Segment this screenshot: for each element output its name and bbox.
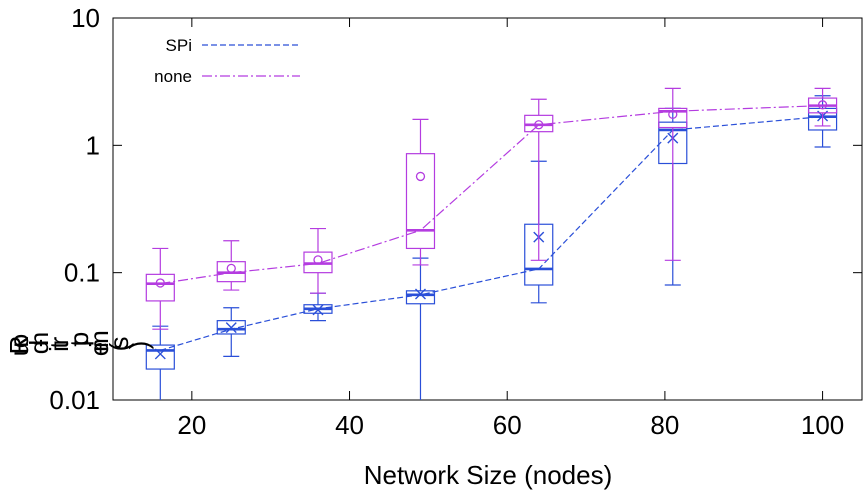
y-axis-title-char: (	[104, 342, 134, 351]
y-axis-title-char: m	[84, 330, 114, 352]
series-line	[160, 116, 823, 351]
box-plot	[405, 257, 436, 400]
series-line	[160, 105, 823, 285]
y-axis-title-char: e	[84, 342, 114, 356]
mean-marker	[225, 322, 237, 334]
series-spi	[145, 95, 838, 400]
box-plot	[405, 118, 436, 266]
mean-marker	[313, 255, 323, 265]
y-tick-label: 0.01	[49, 385, 100, 415]
y-axis-title-char: r	[44, 336, 74, 345]
y-axis-title-char: -	[24, 339, 54, 348]
legend: SPi none	[154, 36, 300, 86]
mean-marker	[312, 304, 324, 316]
mean-marker	[534, 120, 544, 130]
series-none	[145, 87, 838, 330]
x-tick-label: 60	[493, 410, 522, 440]
y-axis-title-char: o	[4, 334, 34, 348]
mean-marker	[415, 171, 426, 182]
x-axis-title: Network Size (nodes)	[364, 460, 613, 490]
box-plot	[807, 87, 838, 127]
box-plot	[303, 292, 333, 322]
box-iqr	[405, 153, 436, 250]
y-axis-title-char: t	[44, 341, 74, 349]
mean-marker	[154, 348, 166, 360]
x-tick-label: 80	[650, 410, 679, 440]
y-axis-title-char: u	[4, 342, 34, 356]
box-iqr	[145, 344, 175, 370]
mean-marker	[414, 288, 426, 300]
box-iqr	[405, 290, 436, 305]
y-axis-title-char: p	[64, 332, 94, 346]
x-tick-label: 40	[335, 410, 364, 440]
y-axis-title-char: n	[24, 332, 54, 346]
y-axis-title-char: d	[24, 340, 54, 354]
box-plot	[303, 227, 333, 294]
plot-frame	[112, 17, 863, 401]
box-iqr	[658, 107, 688, 129]
y-axis-title-char: s	[104, 337, 134, 350]
mean-marker	[817, 100, 828, 110]
y-tick-label: 10	[71, 3, 100, 33]
box-plot	[145, 247, 175, 330]
y-tick-label: 0.1	[64, 258, 100, 288]
box-plot	[524, 98, 554, 261]
box-plot	[658, 87, 688, 261]
box-plot	[216, 240, 246, 291]
y-axis-title-char: i	[44, 346, 74, 352]
legend-label: SPi	[166, 36, 192, 55]
y-tick-label: 1	[86, 130, 100, 160]
plot-area	[112, 17, 863, 401]
box-iqr	[216, 320, 246, 335]
x-tick-label: 100	[801, 410, 844, 440]
y-axis-title-char: i	[84, 342, 114, 348]
mean-marker	[668, 109, 678, 120]
y-axis-title-char: t	[64, 339, 94, 347]
x-tick-label: 20	[177, 410, 206, 440]
mean-marker	[155, 278, 165, 288]
mean-marker	[226, 263, 236, 274]
box-plot	[216, 307, 246, 357]
box-iqr	[145, 273, 175, 302]
y-axis-title-char: R	[4, 336, 34, 355]
series-layer	[145, 87, 838, 400]
y-axis-title-char: )	[124, 341, 154, 350]
box-plot	[145, 325, 175, 400]
axes: 20 40 60 80 100 0.01 0.1 1 10	[49, 3, 862, 440]
legend-label: none	[154, 67, 192, 86]
